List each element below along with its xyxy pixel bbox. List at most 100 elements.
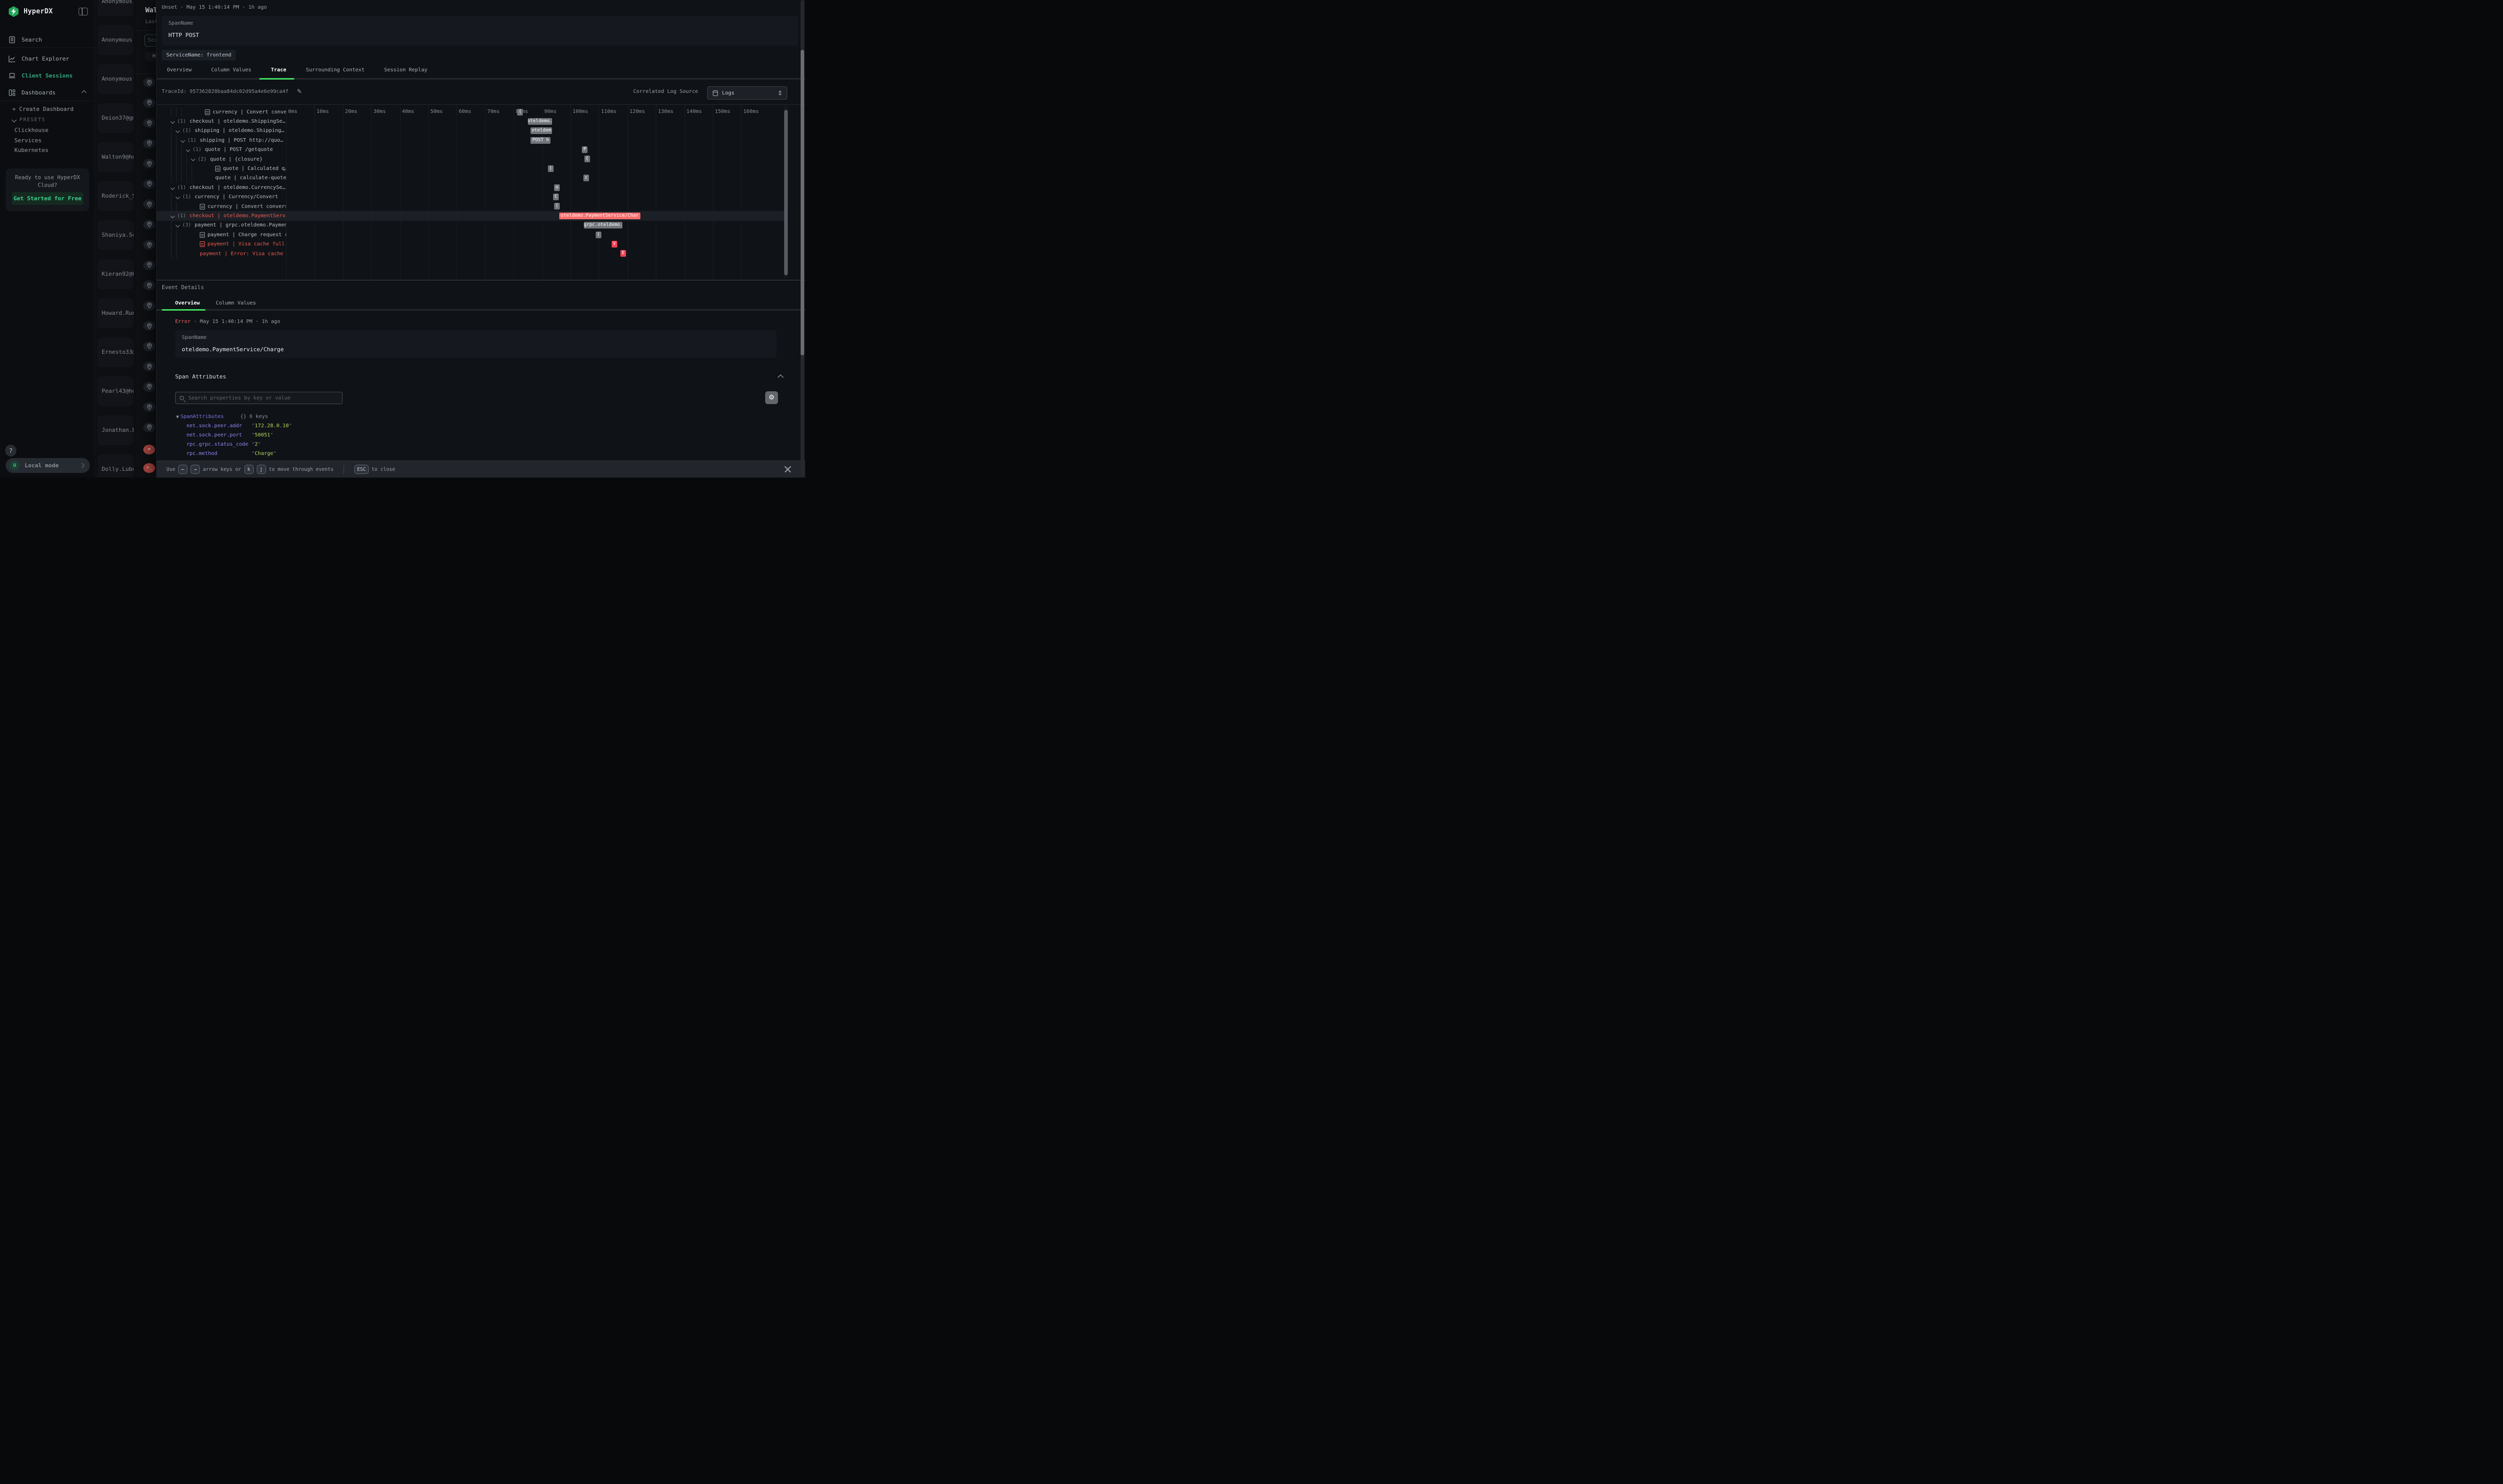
sidebar-item-chart-explorer[interactable]: Chart Explorer (0, 52, 95, 65)
waterfall-bar[interactable]: grpc.oteldemo. (584, 222, 623, 229)
waterfall-bar[interactable]: ( (547, 165, 554, 172)
tab-trace[interactable]: Trace (271, 67, 287, 73)
attribute-row[interactable]: net.sock.peer.port 50051 (186, 432, 495, 440)
trace-row[interactable]: currency | Convert convers… ( (157, 201, 784, 212)
tab-surrounding-context[interactable]: Surrounding Context (306, 67, 365, 73)
location-pin-icon[interactable] (143, 422, 155, 432)
location-pin-icon[interactable] (143, 240, 155, 250)
attribute-row[interactable]: rpc.method Charge (186, 451, 495, 458)
trace-row[interactable]: (1) currency | Currency/Convert C (157, 192, 784, 202)
trace-row[interactable]: (3) payment | grpc.oteldemo.Paymen… grpc.o… (157, 220, 784, 231)
session-list-item[interactable]: Jonathan.B (98, 415, 134, 445)
session-list-item[interactable]: Kieran92@h (98, 259, 134, 289)
session-list-item[interactable]: Pearl43@ho (98, 376, 134, 406)
trace-row[interactable]: (1) checkout | oteldemo.CurrencySe… o (157, 183, 784, 192)
location-pin-icon[interactable] (143, 159, 155, 168)
waterfall-bar[interactable]: oteldem (530, 127, 552, 135)
chevron-down-icon[interactable] (170, 119, 177, 124)
get-started-button[interactable]: Get Started for Free (12, 192, 83, 205)
chevron-down-icon[interactable] (175, 223, 182, 227)
trace-row[interactable]: payment | Charge request rec… ( (157, 230, 784, 240)
location-pin-icon[interactable] (143, 382, 155, 392)
location-pin-icon[interactable] (143, 219, 155, 230)
trace-row[interactable]: (1) shipping | oteldemo.Shipping… oteldem (157, 126, 784, 136)
session-search-input[interactable]: Sea (144, 34, 157, 47)
error-console-icon[interactable]: >_ (143, 463, 155, 473)
waterfall-bar[interactable]: POST h (530, 137, 551, 144)
trace-row[interactable]: (2) quote | {closure} { (157, 154, 784, 164)
trace-row[interactable]: payment | Visa cache full: c… V (157, 239, 784, 249)
tab-session-replay[interactable]: Session Replay (384, 67, 428, 73)
gear-icon[interactable]: ⚙ (765, 391, 778, 404)
trace-row[interactable]: (1) checkout | oteldemo.ShippingSe… otelde… (157, 117, 784, 126)
session-list-item[interactable]: Roderick_S (98, 181, 134, 211)
edit-icon[interactable]: ✎ (296, 88, 302, 95)
local-mode-menu[interactable]: U Local mode (6, 458, 90, 473)
chevron-down-icon[interactable] (175, 195, 182, 199)
location-pin-icon[interactable] (143, 98, 155, 108)
location-pin-icon[interactable] (143, 280, 155, 290)
waterfall-bar[interactable]: C (553, 194, 559, 201)
waterfall-bar[interactable]: { (584, 156, 590, 163)
waterfall-bar[interactable]: c (583, 175, 589, 182)
session-list-item[interactable]: Walton9@ho (98, 142, 134, 172)
tab-column-values[interactable]: Column Values (211, 67, 252, 73)
location-pin-icon[interactable] (143, 199, 155, 209)
service-name-chip[interactable]: ServiceName: frontend (162, 50, 236, 61)
session-list-item[interactable]: Ernesto33@ (98, 337, 134, 367)
event-details-tab-overview[interactable]: Overview (175, 300, 200, 306)
session-list-item[interactable]: Shaniya.Sc (98, 220, 134, 250)
trace-row[interactable]: (1) quote | POST /getquote P (157, 145, 784, 155)
help-button[interactable]: ? (5, 445, 16, 456)
session-list-item[interactable]: Howard.Run (98, 298, 134, 328)
attribute-search-input[interactable] (187, 394, 338, 402)
session-list-item[interactable]: Dolly.Lubo (98, 454, 134, 478)
waterfall-bar[interactable]: oteldemo. (527, 118, 552, 125)
chevron-down-icon[interactable] (180, 138, 187, 143)
sidebar-item-dashboards[interactable]: Dashboards (0, 86, 95, 99)
waterfall-bar[interactable]: ( (554, 203, 560, 210)
trace-row[interactable]: currency | Convert convers… ( (157, 107, 784, 117)
navigation-event-icon[interactable]: ⇄ (143, 445, 155, 454)
close-icon[interactable] (784, 466, 791, 473)
session-list-item[interactable]: Deion37@gm (98, 103, 134, 133)
sidebar-collapse-icon[interactable] (79, 8, 88, 15)
trace-row[interactable]: quote | calculate-quote c (157, 173, 784, 183)
presets-toggle[interactable]: PRESETS (11, 117, 46, 123)
session-list-item[interactable]: Anonymous (98, 64, 134, 94)
trace-row[interactable]: payment | Error: Visa cache ful… E (157, 249, 784, 259)
location-pin-icon[interactable] (143, 138, 155, 148)
location-pin-icon[interactable] (143, 341, 155, 351)
waterfall-bar[interactable]: P (582, 146, 588, 154)
session-filter-button[interactable]: H (145, 51, 157, 61)
location-pin-icon[interactable] (143, 179, 155, 189)
waterfall-bar[interactable]: o (554, 184, 560, 191)
log-source-select[interactable]: Logs (707, 86, 787, 100)
session-list-item[interactable]: Anonymous (98, 25, 134, 55)
trace-row[interactable]: (1) shipping | POST http://quo… POST h (157, 136, 784, 145)
chevron-down-icon[interactable] (191, 157, 198, 162)
event-details-tab-column-values[interactable]: Column Values (216, 300, 256, 306)
trace-row[interactable]: quote | Calculated q… ( (157, 164, 784, 174)
attribute-row[interactable]: rpc.grpc.status_code2 (186, 442, 495, 449)
waterfall-bar[interactable]: E (620, 250, 627, 257)
chevron-down-icon[interactable] (185, 147, 193, 152)
collapse-section-icon[interactable] (778, 374, 784, 380)
waterfall-scrollbar[interactable] (784, 106, 788, 279)
location-pin-icon[interactable] (143, 118, 155, 128)
tab-overview[interactable]: Overview (167, 67, 192, 73)
drawer-scrollbar[interactable] (801, 0, 804, 478)
location-pin-icon[interactable] (143, 260, 155, 270)
location-pin-icon[interactable] (143, 362, 155, 371)
sidebar-item-search[interactable]: Search (0, 33, 95, 46)
waterfall-bar[interactable]: ( (595, 231, 601, 238)
preset-item-clickhouse[interactable]: Clickhouse (14, 127, 49, 134)
location-pin-icon[interactable] (143, 402, 155, 412)
chevron-down-icon[interactable] (170, 185, 177, 190)
waterfall-bar[interactable]: oteldemo.PaymentService/Char (559, 212, 640, 219)
waterfall-bar[interactable]: V (611, 240, 617, 248)
trace-row[interactable]: (1) checkout | oteldemo.PaymentServi… otel… (157, 211, 784, 221)
chevron-down-icon[interactable] (175, 129, 182, 133)
location-pin-icon[interactable] (143, 300, 155, 311)
attributes-root-toggle[interactable]: ▼ SpanAttributes {} 6 keys (176, 414, 268, 420)
